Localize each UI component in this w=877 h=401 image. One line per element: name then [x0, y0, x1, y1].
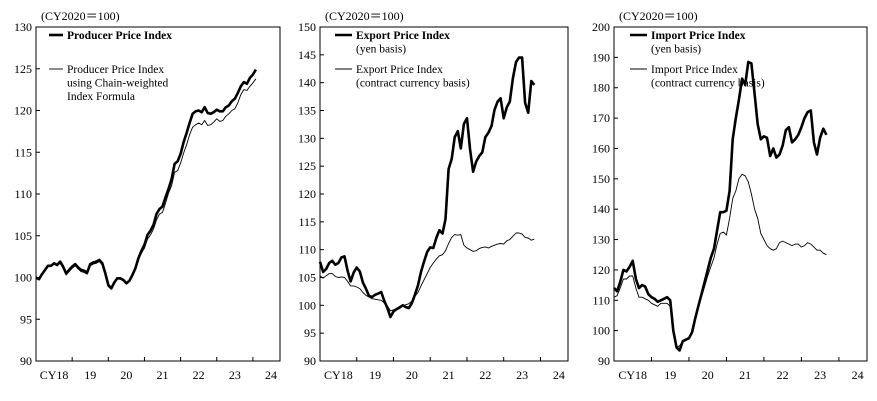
unit-label: (CY2020＝100) [325, 9, 404, 23]
y-tick-label: 90 [304, 354, 316, 368]
x-tick-label: CY18 [324, 368, 353, 382]
series-line-primary [35, 68, 258, 290]
x-tick-label: 21 [157, 368, 169, 382]
export-price-index-chart: (CY2020＝100) 90 95 100 105 110 115 120 125 130 135… [298, 9, 569, 382]
y-tick-label: 130 [592, 233, 610, 247]
x-tick-label: 19 [84, 368, 96, 382]
y-tick-label: 100 [592, 324, 610, 338]
y-tick-label: 110 [592, 293, 610, 307]
y-tick-label: 145 [298, 48, 316, 62]
y-tick-label: 110 [14, 187, 32, 201]
y-tick-label: 95 [20, 312, 32, 326]
legend-label: Import Price Index [651, 30, 746, 42]
x-tick-label: 23 [516, 368, 528, 382]
y-tick-label: 95 [304, 326, 316, 340]
legend-label: Export Price Index [356, 30, 450, 42]
y-tick-label: 120 [14, 104, 32, 118]
y-tick-label: 160 [592, 141, 610, 155]
y-tick-label: 170 [592, 111, 610, 125]
y-tick-label: 125 [298, 159, 316, 173]
y-tick-label: 105 [298, 271, 316, 285]
legend-label: using Chain-weighted [67, 78, 168, 90]
y-tick-label: 200 [592, 20, 610, 34]
x-tick-label: 24 [852, 368, 864, 382]
y-tick-label: 105 [14, 229, 32, 243]
x-tick-label: 22 [777, 368, 789, 382]
y-tick-label: 130 [298, 131, 316, 145]
unit-label: (CY2020＝100) [41, 9, 120, 23]
legend-label: (contract currency basis) [356, 78, 470, 90]
x-tick-label: 24 [553, 368, 565, 382]
y-tick-label: 150 [298, 20, 316, 34]
legend-label: (yen basis) [356, 44, 406, 56]
x-tick-label: 24 [265, 368, 277, 382]
import-price-index-chart: (CY2020＝100) 90 100 110 120 130 140 150 160 170 18… [592, 9, 868, 382]
legend-label: Export Price Index [356, 64, 443, 76]
x-tick-label: 19 [664, 368, 676, 382]
legend-label: (yen basis) [651, 44, 701, 56]
x-tick-label: 20 [406, 368, 418, 382]
y-tick-label: 140 [298, 76, 316, 90]
x-tick-label: 22 [193, 368, 205, 382]
x-tick-label: 23 [229, 368, 241, 382]
series-line-secondary [613, 173, 827, 348]
y-tick-label: 90 [20, 354, 32, 368]
series-line-primary [613, 60, 828, 352]
y-tick-label: 130 [14, 20, 32, 34]
x-tick-label: 23 [814, 368, 826, 382]
y-tick-label: 115 [298, 215, 316, 229]
y-tick-label: 100 [298, 298, 316, 312]
y-tick-label: 140 [592, 202, 610, 216]
series-line-secondary [35, 78, 257, 290]
legend-label: Producer Price Index [67, 30, 172, 42]
series-line-secondary [319, 232, 535, 312]
y-tick-label: 135 [298, 104, 316, 118]
y-tick-label: 125 [14, 62, 32, 76]
y-tick-label: 90 [598, 354, 610, 368]
y-tick-label: 150 [592, 172, 610, 186]
x-tick-label: CY18 [40, 368, 69, 382]
legend-label: Producer Price Index [67, 64, 164, 76]
y-tick-label: 190 [592, 50, 610, 64]
legend-label: Index Formula [67, 91, 135, 103]
y-tick-label: 180 [592, 81, 610, 95]
unit-label: (CY2020＝100) [619, 9, 698, 23]
y-tick-label: 120 [592, 263, 610, 277]
producer-price-index-chart: (CY2020＝100) 90 95 100 105 110 115 120 125 130 CY1… [14, 9, 281, 382]
x-tick-label: CY18 [618, 368, 647, 382]
x-tick-label: 22 [479, 368, 491, 382]
x-tick-label: 19 [369, 368, 381, 382]
y-tick-label: 115 [14, 145, 32, 159]
x-tick-label: 20 [702, 368, 714, 382]
y-tick-label: 120 [298, 187, 316, 201]
legend-label: (contract currency basis) [651, 78, 765, 90]
y-tick-label: 100 [14, 271, 32, 285]
y-tick-label: 110 [298, 243, 316, 257]
legend-label: Import Price Index [651, 64, 738, 76]
x-tick-label: 21 [739, 368, 751, 382]
plot-frame [613, 26, 868, 362]
x-tick-label: 20 [120, 368, 132, 382]
series-line-primary [318, 56, 536, 319]
x-tick-label: 21 [443, 368, 455, 382]
